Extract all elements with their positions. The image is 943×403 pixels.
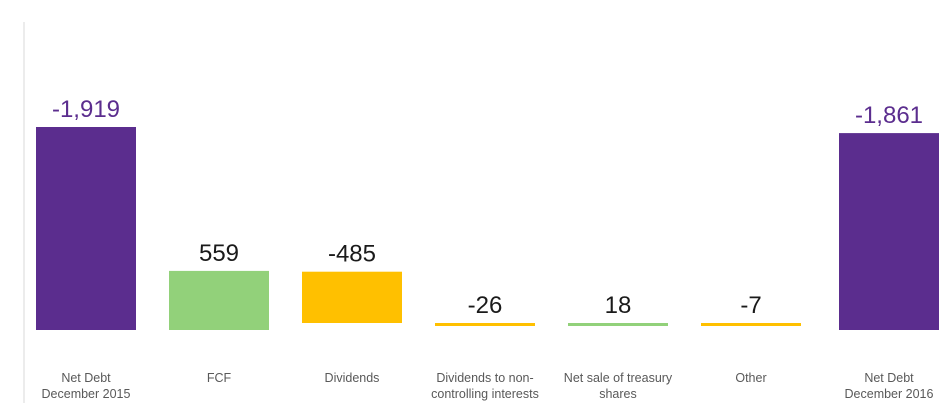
bar-1: [169, 270, 269, 330]
value-label-3: -26: [468, 292, 503, 319]
value-label-2: -485: [328, 241, 376, 268]
bar-5: [701, 323, 801, 326]
category-label-6: Net Debt December 2016: [845, 371, 934, 401]
value-label-6: -1,861: [855, 102, 923, 129]
bar-4: [568, 323, 668, 326]
bar-6: [839, 133, 939, 330]
category-label-0: Net Debt December 2015: [42, 371, 131, 401]
category-label-3: Dividends to non-controlling interests: [431, 371, 539, 401]
category-label-4: Net sale of treasury shares: [564, 371, 673, 401]
value-label-5: -7: [740, 292, 761, 319]
category-label-1: FCF: [207, 371, 232, 385]
value-label-4: 18: [605, 292, 632, 319]
value-labels-group: -1,919 559 -485 -26 18 -7 -1,861: [52, 96, 923, 319]
category-label-2: Dividends: [325, 371, 380, 385]
bars-group: [36, 127, 939, 330]
bar-0: [36, 127, 136, 330]
value-label-0: -1,919: [52, 96, 120, 123]
category-label-5: Other: [735, 371, 766, 385]
bar-2: [302, 271, 402, 323]
category-labels-group: Net Debt December 2015 FCF Dividends Dividen…: [42, 371, 934, 401]
value-label-1: 559: [199, 240, 239, 267]
bar-3: [435, 323, 535, 326]
